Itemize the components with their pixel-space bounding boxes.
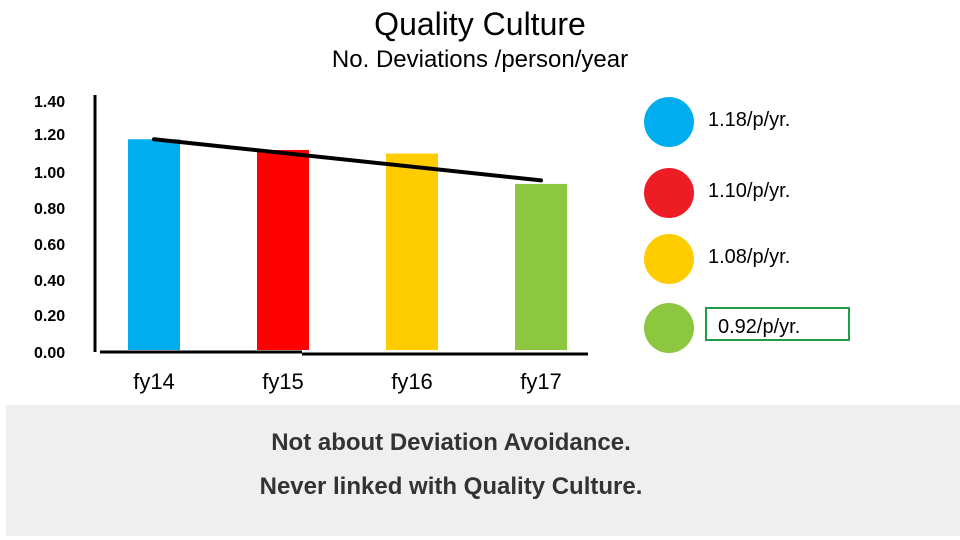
- bar-fy17: [515, 183, 567, 350]
- legend-label: 0.92/p/yr.: [718, 316, 801, 338]
- y-tick-label: 0.00: [34, 345, 65, 362]
- trend-line: [152, 137, 543, 183]
- legend-label: 1.08/p/yr.: [708, 246, 791, 268]
- bar-fy16: [386, 153, 438, 350]
- legend-item-fy14: 1.18/p/yr.: [644, 97, 874, 147]
- legend-item-fy16: 1.08/p/yr.: [644, 234, 874, 284]
- y-tick-label: 1.40: [34, 94, 65, 111]
- legend-label: 1.18/p/yr.: [708, 109, 791, 131]
- legend-item-fy15: 1.10/p/yr.: [644, 168, 874, 218]
- x-tick-label: fy17: [520, 369, 562, 394]
- legend-dot-icon: [644, 97, 694, 147]
- note-line-2: Never linked with Quality Culture.: [259, 473, 643, 500]
- x-tick-label: fy16: [391, 369, 433, 394]
- note-line-1: Not about Deviation Avoidance.: [271, 429, 631, 456]
- bar-fy14: [128, 139, 180, 350]
- chart-subtitle: No. Deviations /person/year: [331, 46, 629, 73]
- y-tick-label: 0.60: [34, 237, 65, 254]
- legend-label: 1.10/p/yr.: [708, 180, 791, 202]
- legend-dot-icon: [644, 234, 694, 284]
- y-tick-label: 1.00: [34, 165, 65, 182]
- y-tick-label: 0.40: [34, 273, 65, 290]
- legend-highlight-box: [705, 307, 850, 341]
- chart-title: Quality Culture: [374, 6, 586, 42]
- x-tick-label: fy15: [262, 369, 304, 394]
- y-tick-label: 0.20: [34, 308, 65, 325]
- legend-item-fy17: 0.92/p/yr.: [644, 303, 874, 353]
- y-tick-label: 0.80: [34, 201, 65, 218]
- legend-dot-icon: [644, 168, 694, 218]
- bar-fy15: [257, 150, 309, 350]
- bar-chart: 1.40 1.20 1.00 0.80 0.60 0.40 0.20 0.00 fy14 fy15…: [34, 94, 588, 394]
- y-tick-label: 1.20: [34, 127, 65, 144]
- x-tick-label: fy14: [133, 369, 175, 394]
- legend-dot-icon: [644, 303, 694, 353]
- note-panel: Not about Deviation Avoidance. Never lin…: [6, 405, 960, 536]
